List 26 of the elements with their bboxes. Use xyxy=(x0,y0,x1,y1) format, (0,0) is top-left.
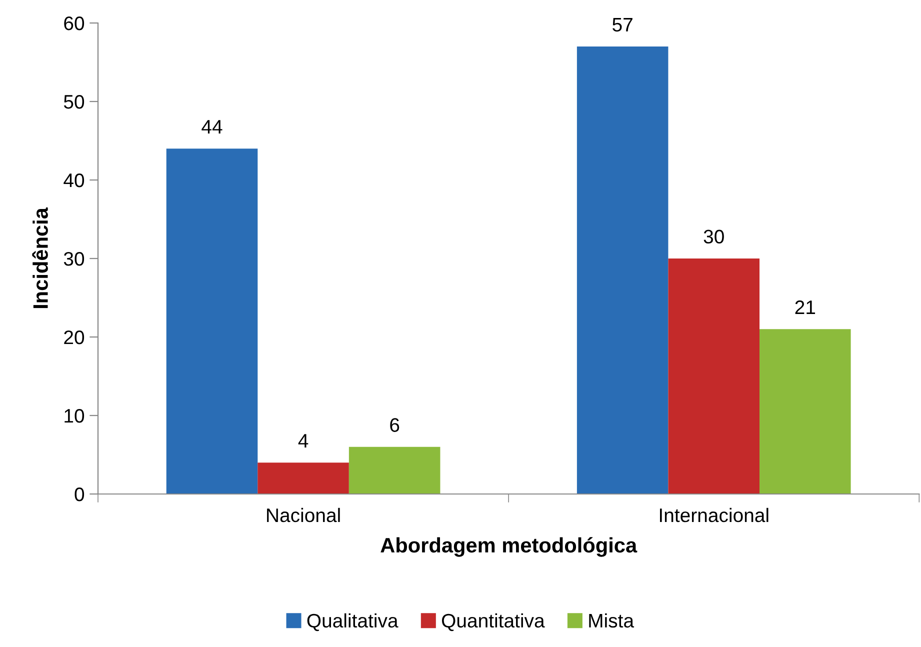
bar xyxy=(258,462,349,494)
legend-label: Quantitativa xyxy=(442,613,545,632)
y-axis-title: Incidência xyxy=(32,207,48,308)
bar xyxy=(760,329,851,494)
y-tick-label: 60 xyxy=(64,16,84,30)
data-label: 57 xyxy=(612,18,632,32)
data-label: 44 xyxy=(202,120,222,134)
y-tick-label: 30 xyxy=(64,252,84,266)
x-tick-label: Nacional xyxy=(267,508,340,522)
data-label: 21 xyxy=(795,300,816,314)
data-label: 6 xyxy=(390,418,400,432)
y-tick-label: 50 xyxy=(64,94,84,109)
data-label: 4 xyxy=(298,434,308,448)
y-tick-label: 10 xyxy=(64,408,84,423)
bar xyxy=(668,258,760,494)
legend-label: Qualitativa xyxy=(307,613,398,632)
bar xyxy=(166,148,258,494)
bar xyxy=(348,446,440,494)
y-tick-label: 20 xyxy=(64,330,84,344)
legend-label: Mista xyxy=(589,613,634,628)
x-axis-title: Abordagem metodológica xyxy=(380,537,638,557)
data-label: 30 xyxy=(704,230,724,244)
y-tick-label: 0 xyxy=(74,487,84,502)
x-tick-label: Internacional xyxy=(660,508,768,522)
bar xyxy=(576,46,668,494)
y-tick-label: 40 xyxy=(64,173,84,188)
